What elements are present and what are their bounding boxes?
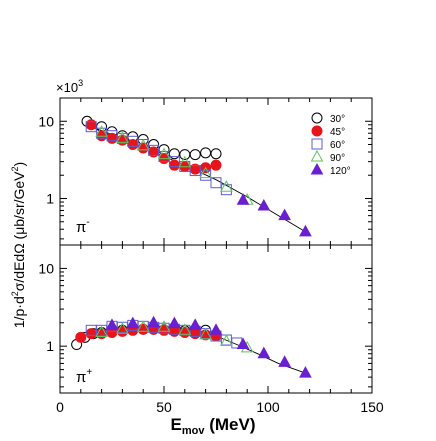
data-point <box>85 121 97 133</box>
data-point <box>168 148 180 160</box>
data-point <box>179 149 191 161</box>
data-point <box>220 184 232 196</box>
legend-label: 90° <box>330 153 345 164</box>
panel-frame-1 <box>59 244 373 394</box>
x-tick-label: 50 <box>156 399 172 415</box>
data-point <box>116 322 129 334</box>
data-point <box>189 149 201 161</box>
data-point <box>220 334 233 346</box>
data-point <box>168 159 180 171</box>
data-point <box>127 139 139 151</box>
data-point <box>157 147 171 160</box>
data-point <box>116 131 129 143</box>
legend-marker <box>311 125 323 137</box>
legend-marker <box>310 149 324 162</box>
legend-label: 120° <box>330 166 351 177</box>
legend-label: 45° <box>330 127 345 138</box>
data-point <box>75 331 87 343</box>
data-point <box>178 155 192 168</box>
legend-marker <box>311 138 323 150</box>
data-point <box>189 328 201 340</box>
data-point <box>200 169 212 181</box>
data-point <box>116 325 128 337</box>
data-point <box>210 177 222 189</box>
data-point <box>257 346 271 359</box>
x-tick-label: 0 <box>56 399 64 415</box>
panel-frame-0 <box>59 97 373 246</box>
data-point <box>178 323 192 335</box>
data-point <box>210 148 222 160</box>
data-point <box>137 323 149 335</box>
data-point <box>95 325 108 337</box>
legend-marker <box>311 112 323 124</box>
data-point <box>137 142 149 154</box>
x-tick-label: 100 <box>256 399 280 415</box>
data-point <box>299 366 312 378</box>
data-point <box>179 326 191 338</box>
panel-bottom-label-sup: + <box>86 367 92 378</box>
data-point <box>236 337 250 350</box>
y-scale-multiplier: ×103 <box>56 78 83 95</box>
data-point <box>147 315 160 328</box>
y-axis-title: 1/p·d2σ/dEdΩ (μb/sr/GeV2) <box>10 162 27 328</box>
data-point <box>210 159 222 171</box>
data-point <box>85 328 97 340</box>
x-axis-title: Emov (MeV) <box>171 415 256 436</box>
data-point <box>200 147 212 159</box>
legend-marker <box>310 162 324 175</box>
data-point <box>105 318 119 330</box>
data-point <box>106 132 118 144</box>
panel-bottom-label: π+ <box>76 367 92 386</box>
data-point <box>95 125 108 137</box>
x-tick-label: 150 <box>360 399 384 415</box>
data-point <box>136 320 150 332</box>
data-point <box>157 320 171 332</box>
data-point <box>257 198 271 211</box>
panel-top-label: π- <box>76 217 90 236</box>
data-point <box>199 327 212 340</box>
data-point <box>168 316 181 329</box>
data-point <box>278 208 291 221</box>
y-tick-label: 1 <box>46 338 54 354</box>
legend-label: 60° <box>330 140 345 151</box>
y-tick-label: 1 <box>46 190 54 206</box>
y-scale-exponent: 3 <box>78 78 83 88</box>
y-tick-label: 10 <box>38 260 54 276</box>
panel-top-label-sup: - <box>86 217 89 228</box>
data-point <box>199 166 212 179</box>
data-point <box>278 355 291 367</box>
data-point <box>299 224 312 237</box>
data-point <box>209 323 223 335</box>
data-point <box>220 180 233 192</box>
data-point <box>136 138 150 151</box>
data-point <box>126 316 140 329</box>
data-point <box>188 318 202 330</box>
data-point <box>236 193 250 205</box>
legend-label: 30° <box>330 114 345 125</box>
y-tick-label: 10 <box>38 113 54 129</box>
